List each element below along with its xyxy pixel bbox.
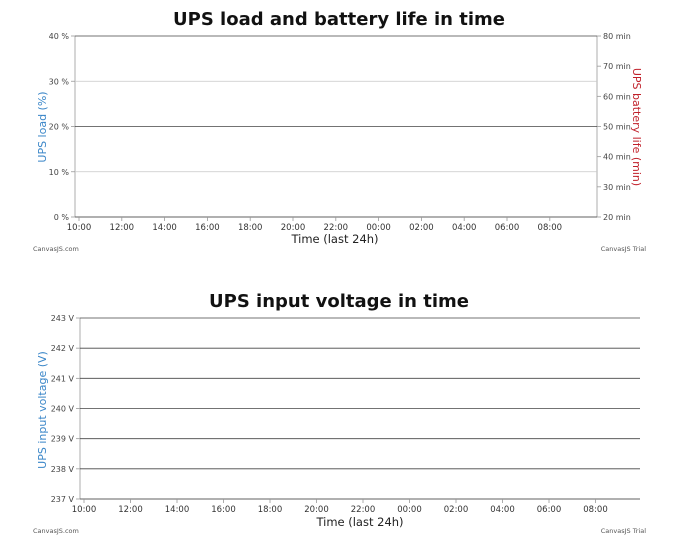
x-tick-label: 14:00: [152, 223, 177, 233]
credit-right: CanvasJS Trial: [601, 527, 646, 535]
x-tick-label: 06:00: [495, 223, 520, 233]
y2-tick-label: 70 min: [603, 62, 631, 71]
x-tick-label: 18:00: [258, 505, 283, 515]
x-tick-label: 20:00: [281, 223, 306, 233]
y-tick-label: 243 V: [51, 314, 75, 323]
y-tick-label: 20 %: [49, 123, 70, 132]
x-tick-label: 10:00: [67, 223, 92, 233]
y2-tick-label: 30 min: [603, 183, 631, 192]
y-tick-label: 241 V: [51, 374, 75, 383]
y-tick-label: 239 V: [51, 435, 75, 444]
x-tick-label: 04:00: [490, 505, 515, 515]
y-tick-label: 237 V: [51, 495, 75, 504]
y-tick-label: 10 %: [49, 168, 70, 177]
x-tick-label: 14:00: [165, 505, 190, 515]
y2-tick-label: 80 min: [603, 32, 631, 41]
x-axis-label: Time (last 24h): [290, 232, 378, 246]
chart-title: UPS input voltage in time: [209, 291, 469, 312]
x-tick-label: 06:00: [537, 505, 562, 515]
x-tick-label: 04:00: [452, 223, 477, 233]
load-battery-chart: UPS load and battery life in time 0 % 10 …: [0, 0, 678, 262]
y-tick-label: 240 V: [51, 405, 75, 414]
y-tick-label: 242 V: [51, 344, 75, 353]
x-tick-label: 00:00: [366, 223, 391, 233]
x-tick-label: 22:00: [324, 223, 349, 233]
y-axis-label: UPS load (%): [36, 91, 49, 162]
x-tick-label: 08:00: [538, 223, 563, 233]
x-tick-label: 22:00: [351, 505, 376, 515]
y2-tick-label: 20 min: [603, 213, 631, 222]
chart-title: UPS load and battery life in time: [173, 9, 505, 30]
y2-tick-label: 40 min: [603, 153, 631, 162]
x-tick-label: 00:00: [397, 505, 422, 515]
voltage-chart-svg: UPS input voltage in time 237 V 238 V 239 …: [33, 291, 646, 535]
y-tick-label: 30 %: [49, 77, 70, 86]
x-tick-label: 16:00: [195, 223, 220, 233]
y2-tick-label: 60 min: [603, 92, 631, 101]
x-tick-label: 18:00: [238, 223, 263, 233]
x-tick-label: 02:00: [444, 505, 469, 515]
x-axis-label: Time (last 24h): [315, 515, 403, 529]
credit-left[interactable]: CanvasJS.com: [33, 245, 79, 253]
y2-axis-label: UPS battery life (min): [630, 68, 643, 186]
y-tick-label: 238 V: [51, 465, 75, 474]
y-axis-label: UPS input voltage (V): [36, 351, 49, 469]
x-tick-label: 02:00: [409, 223, 434, 233]
x-tick-label: 16:00: [211, 505, 236, 515]
x-tick-label: 10:00: [72, 505, 97, 515]
load-battery-chart-svg: UPS load and battery life in time 0 % 10 …: [33, 9, 646, 253]
x-tick-label: 12:00: [110, 223, 135, 233]
x-tick-label: 20:00: [304, 505, 329, 515]
credit-left[interactable]: CanvasJS.com: [33, 527, 79, 535]
credit-right: CanvasJS Trial: [601, 245, 646, 253]
x-tick-label: 12:00: [118, 505, 143, 515]
x-tick-label: 08:00: [583, 505, 608, 515]
y2-tick-label: 50 min: [603, 123, 631, 132]
y-tick-label: 0 %: [54, 213, 70, 222]
y-tick-label: 40 %: [49, 32, 70, 41]
voltage-chart: UPS input voltage in time 237 V 238 V 239 …: [0, 282, 678, 544]
